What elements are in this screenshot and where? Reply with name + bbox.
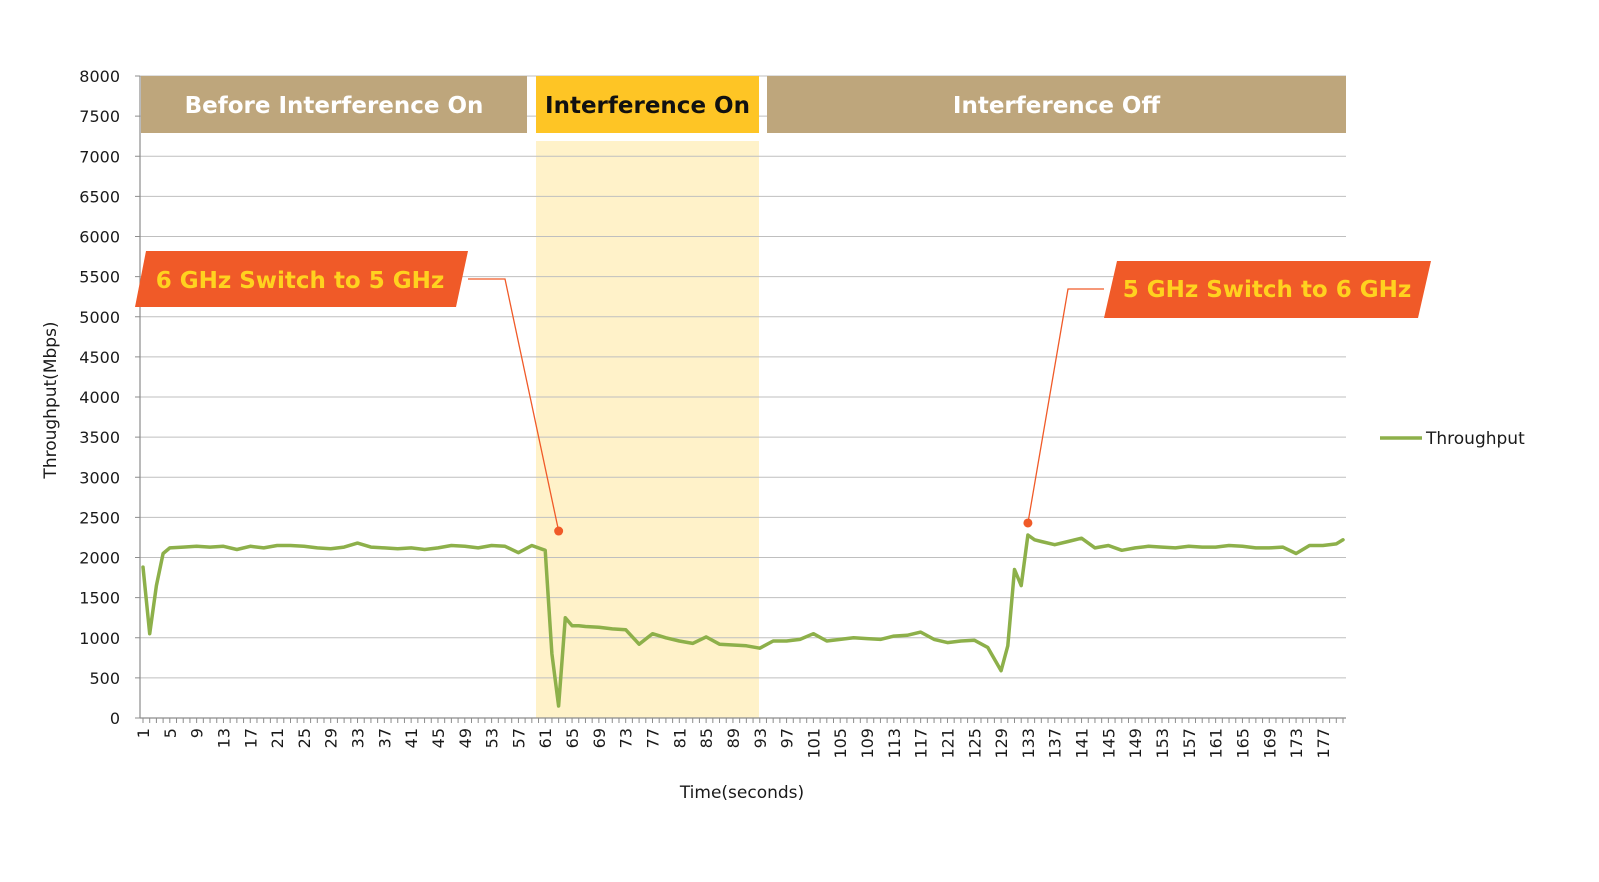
x-tick-label: 73 <box>617 728 636 748</box>
x-tick-label: 97 <box>778 728 797 748</box>
x-tick-label: 49 <box>456 728 475 748</box>
x-tick-label: 85 <box>697 728 716 748</box>
x-tick-label: 41 <box>402 728 421 748</box>
x-tick-label: 45 <box>429 728 448 748</box>
x-tick-label: 105 <box>831 728 850 759</box>
region-band <box>767 76 1346 133</box>
region-band <box>536 76 759 133</box>
callout-leader <box>1027 288 1104 524</box>
y-tick-label: 7500 <box>79 107 120 126</box>
region-label: Interference Off <box>953 93 1161 119</box>
y-tick-label: 1000 <box>79 629 120 648</box>
y-tick-label: 4500 <box>79 348 120 367</box>
x-tick-label: 153 <box>1153 728 1172 759</box>
x-tick-label: 169 <box>1260 728 1279 759</box>
x-tick-label: 109 <box>858 728 877 759</box>
y-tick-label: 4000 <box>79 388 120 407</box>
x-tick-label: 17 <box>241 728 260 748</box>
x-tick-label: 165 <box>1233 728 1252 759</box>
region-label: Before Interference On <box>185 93 484 119</box>
x-tick-label: 173 <box>1287 728 1306 759</box>
callout-box <box>135 251 468 307</box>
x-tick-label: 161 <box>1207 728 1226 759</box>
interference-shade <box>536 141 759 718</box>
y-tick-label: 3000 <box>79 468 120 487</box>
x-tick-label: 21 <box>268 728 287 748</box>
y-axis-title: Throughput(Mbps) <box>41 321 61 479</box>
y-tick-label: 6000 <box>79 228 120 247</box>
y-tick-label: 5000 <box>79 308 120 327</box>
y-tick-label: 500 <box>89 669 120 688</box>
x-tick-label: 53 <box>483 728 502 748</box>
region-label: Interference On <box>545 93 750 119</box>
y-tick-label: 0 <box>110 709 120 728</box>
x-tick-label: 81 <box>670 728 689 748</box>
x-tick-label: 141 <box>1073 728 1092 759</box>
callout-label: 5 GHz Switch to 6 GHz <box>1123 277 1412 303</box>
legend: Throughput <box>1380 429 1525 449</box>
x-tick-label: 1 <box>134 728 153 738</box>
x-tick-label: 89 <box>724 728 743 748</box>
x-tick-label: 113 <box>885 728 904 759</box>
x-tick-label: 117 <box>912 728 931 759</box>
y-tick-label: 7000 <box>79 147 120 166</box>
x-tick-label: 133 <box>1019 728 1038 759</box>
x-tick-label: 57 <box>509 728 528 748</box>
x-tick-label: 125 <box>965 728 984 759</box>
x-tick-label: 33 <box>349 728 368 748</box>
x-tick-label: 137 <box>1046 728 1065 759</box>
callout-label: 6 GHz Switch to 5 GHz <box>156 268 445 294</box>
x-tick-label: 157 <box>1180 728 1199 759</box>
region-band <box>141 76 527 133</box>
callout-marker <box>554 526 564 536</box>
y-tick-label: 3500 <box>79 428 120 447</box>
y-tick-label: 8000 <box>79 67 120 86</box>
x-tick-label: 101 <box>804 728 823 759</box>
x-tick-label: 93 <box>751 728 770 748</box>
x-tick-label: 69 <box>590 728 609 748</box>
x-tick-label: 129 <box>992 728 1011 759</box>
x-tick-label: 177 <box>1314 728 1333 759</box>
x-tick-label: 145 <box>1099 728 1118 759</box>
x-tick-label: 37 <box>375 728 394 748</box>
series-line-throughput <box>141 533 1345 708</box>
x-tick-label: 121 <box>938 728 957 759</box>
y-tick-label: 2500 <box>79 508 120 527</box>
x-tick-label: 13 <box>214 728 233 748</box>
callout-marker <box>1023 518 1033 528</box>
x-tick-label: 5 <box>161 728 180 738</box>
x-tick-label: 77 <box>643 728 662 748</box>
x-tick-label: 61 <box>536 728 555 748</box>
x-tick-label: 29 <box>322 728 341 748</box>
x-tick-label: 25 <box>295 728 314 748</box>
legend-label-throughput: Throughput <box>1425 429 1525 449</box>
x-tick-label: 65 <box>563 728 582 748</box>
callout-box <box>1104 261 1431 318</box>
y-tick-label: 2000 <box>79 549 120 568</box>
y-tick-label: 5500 <box>79 268 120 287</box>
y-tick-label: 1500 <box>79 589 120 608</box>
x-axis-title: Time(seconds) <box>679 783 804 803</box>
callout-leader <box>468 278 560 532</box>
x-tick-label: 149 <box>1126 728 1145 759</box>
y-tick-label: 6500 <box>79 187 120 206</box>
x-tick-label: 9 <box>188 728 207 738</box>
